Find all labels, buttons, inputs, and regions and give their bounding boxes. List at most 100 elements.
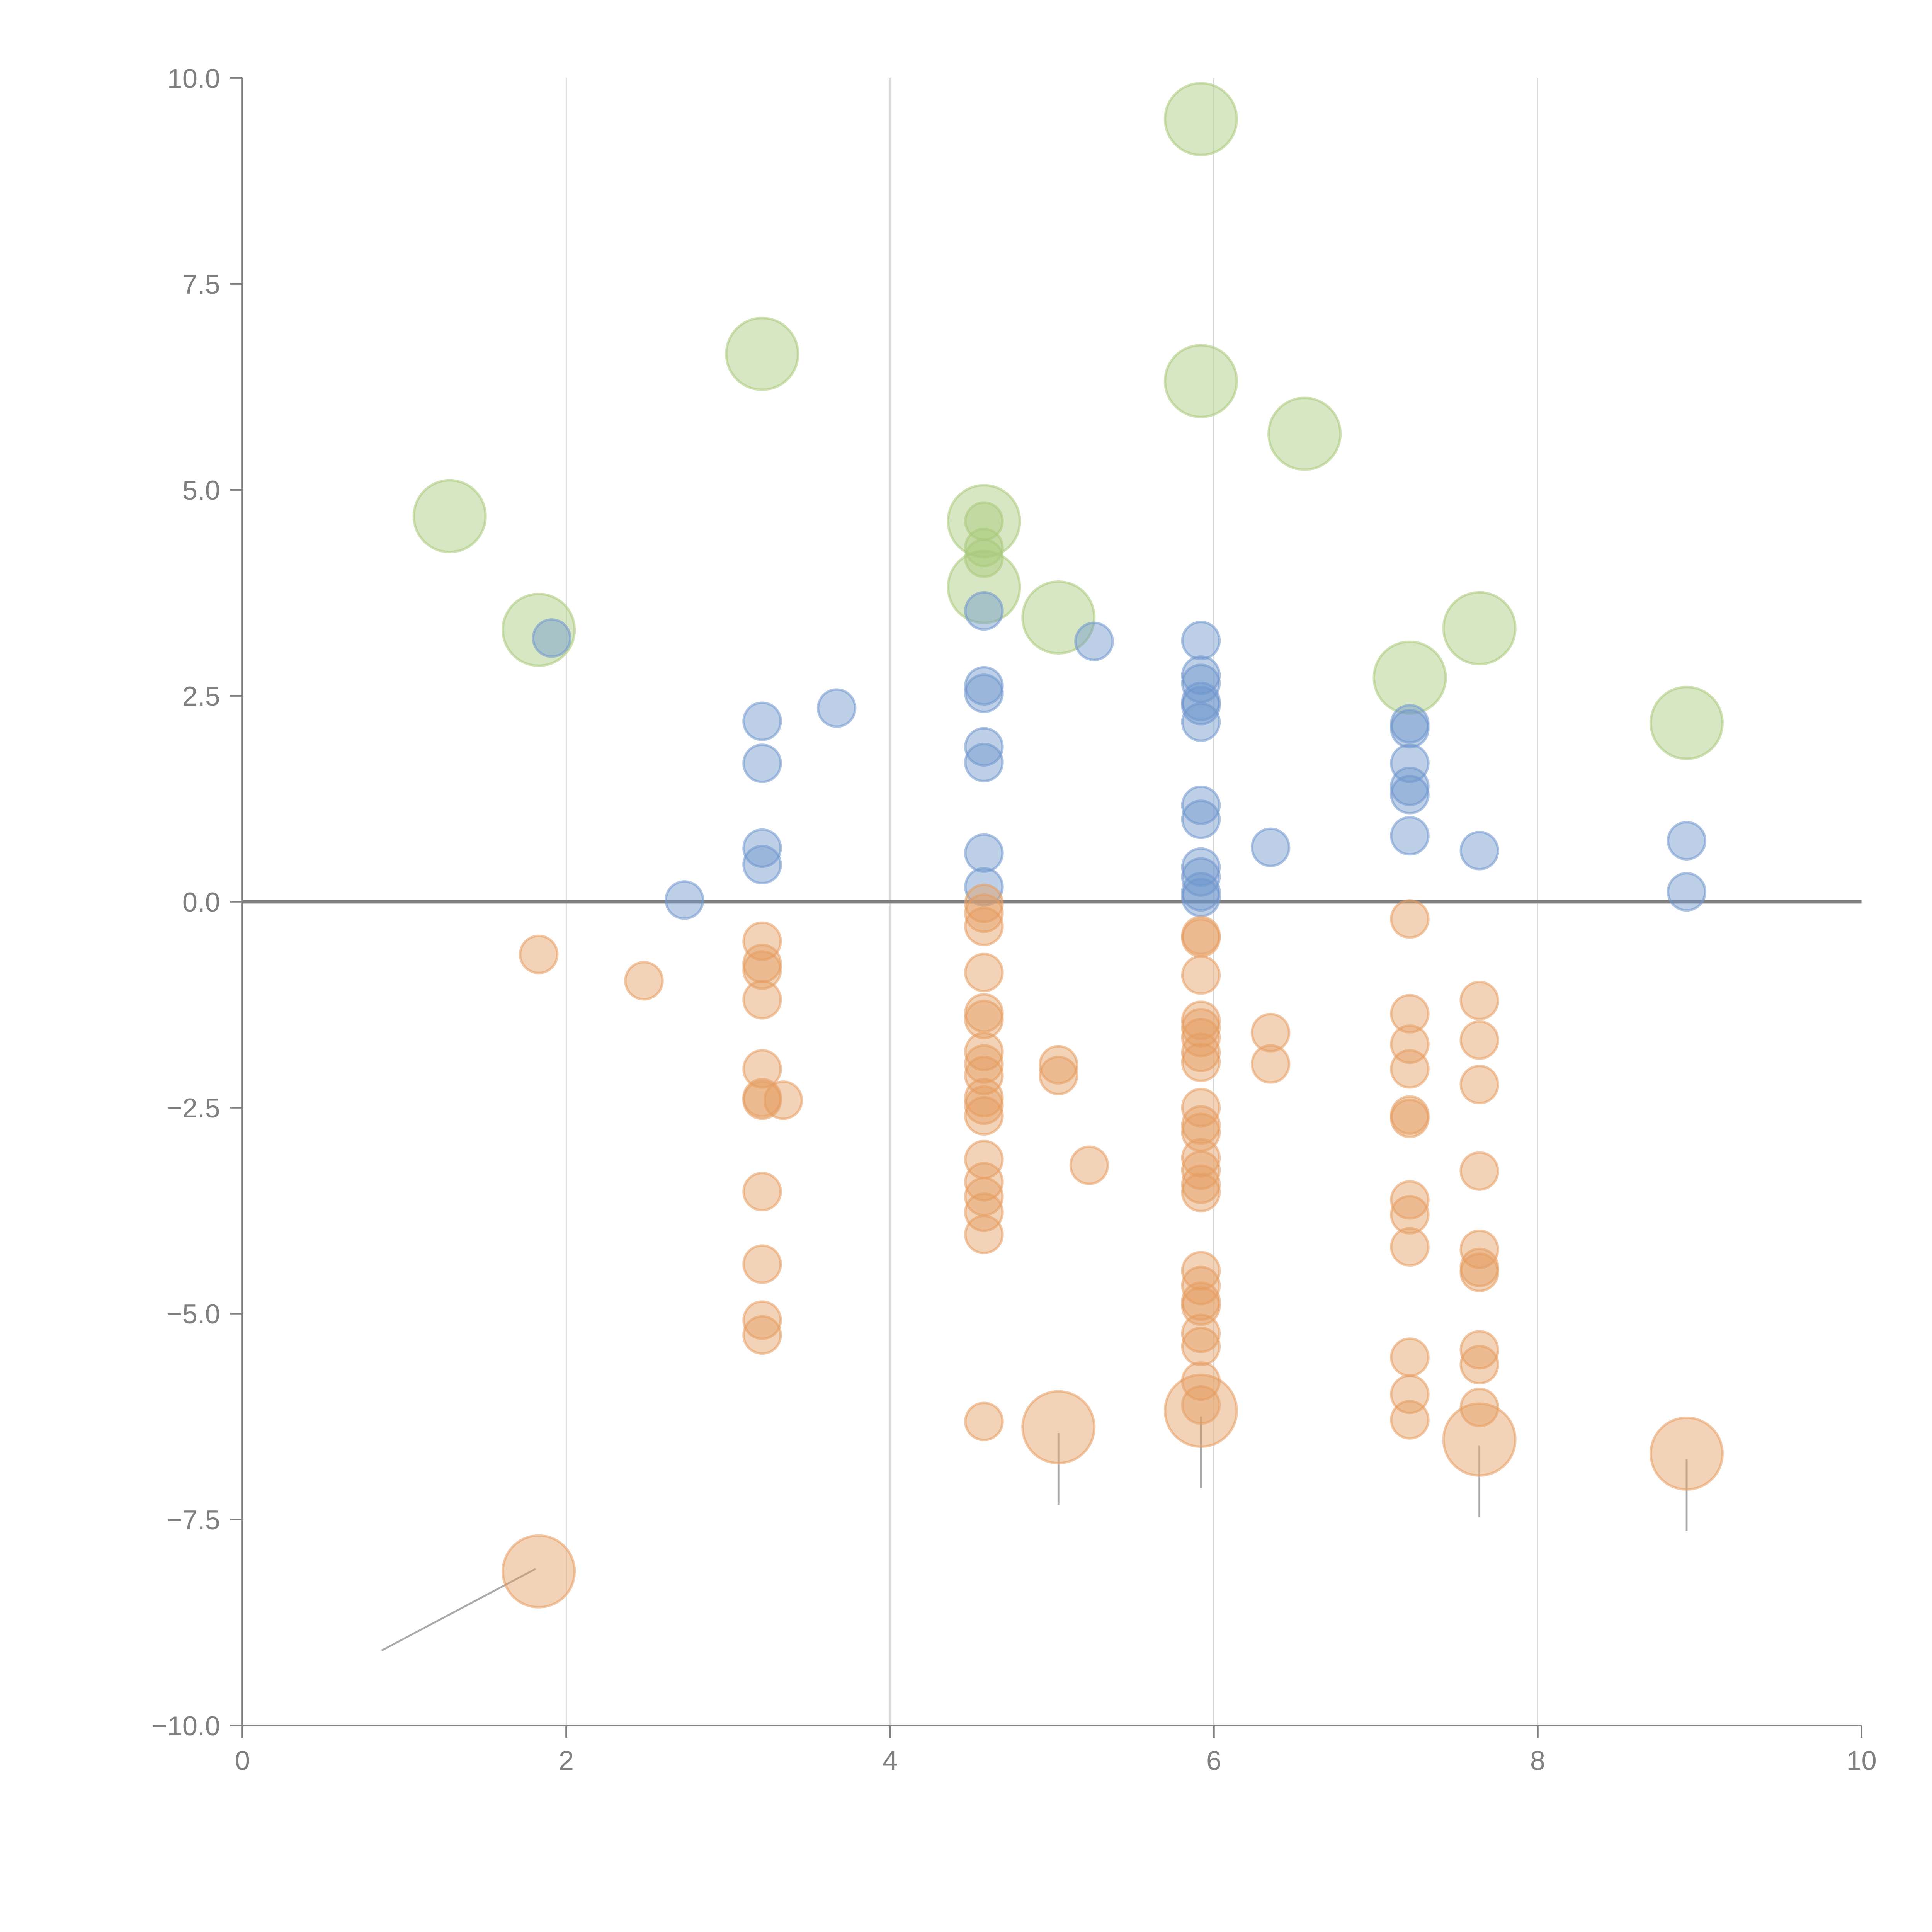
point-orange [1181,1043,1221,1082]
series-orange [519,883,1499,1441]
point-blue [1667,872,1707,912]
point-blue [964,743,1004,782]
y-tick-label: −10.0 [151,1711,220,1741]
point-orange [1039,1045,1078,1085]
point-green-small [964,527,1004,568]
point-blue [1181,799,1221,839]
point-blue [742,828,782,868]
series-green-small [964,501,1004,578]
x-tick-label: 10 [1846,1745,1876,1776]
point-orange [1181,1150,1221,1190]
point-blue [1667,821,1707,861]
point-blue [1181,685,1221,726]
point-orange-large [1163,1374,1238,1448]
point-green-small [964,538,1004,578]
point-orange [1390,1337,1430,1377]
point-orange [964,1401,1004,1441]
point-blue [532,618,571,658]
point-orange [964,893,1004,933]
point-orange [1390,1227,1430,1267]
point-orange [1459,1345,1499,1384]
data-points [412,82,1724,1609]
point-orange [964,952,1004,993]
point-blue [665,880,704,920]
point-orange [964,1056,1004,1095]
point-blue [1074,621,1114,662]
point-blue [742,743,782,783]
point-orange [964,1214,1004,1255]
y-tick-label: 0.0 [182,887,220,917]
y-tick-label: −5.0 [167,1299,220,1329]
point-orange [1181,1164,1221,1204]
point-blue [1390,816,1430,856]
point-green [1267,396,1342,471]
point-orange [742,1315,782,1355]
point-orange [964,883,1004,923]
point-orange [1181,1265,1221,1306]
point-orange [1459,1151,1499,1191]
x-ticks: 0 2 4 6 8 10 [235,1725,1877,1776]
point-orange [742,980,782,1020]
point-blue [964,833,1004,873]
point-orange [1390,1195,1430,1235]
y-tick-label: 10.0 [167,63,220,94]
point-orange [1181,1327,1221,1366]
point-orange [763,1080,803,1120]
point-blue [1181,878,1221,918]
point-orange-large [1442,1402,1517,1477]
point-orange [1390,1099,1430,1138]
point-orange [742,1080,782,1120]
point-orange [964,1096,1004,1136]
point-green [947,484,1021,558]
x-tick-label: 2 [559,1745,574,1776]
y-tick-label: −2.5 [167,1093,220,1123]
point-orange [1459,1065,1499,1105]
point-orange [1181,1032,1221,1072]
point-orange [1039,1056,1078,1095]
point-green [1649,685,1724,760]
point-blue [964,673,1004,713]
point-blue [1181,785,1221,825]
point-blue [742,701,782,741]
point-orange [1390,1049,1430,1089]
point-blue [1181,621,1221,660]
leader-lines [381,1416,1688,1651]
y-tick-label: 7.5 [182,269,220,299]
x-tick-label: 6 [1206,1745,1221,1776]
point-orange [1390,1180,1430,1220]
point-orange [1459,1020,1499,1060]
point-blue [1181,702,1221,742]
point-orange [1181,1313,1221,1353]
point-orange [742,1300,782,1340]
point-green [1163,82,1238,156]
point-orange [1459,1330,1499,1370]
point-orange [519,934,559,975]
point-green [502,592,576,667]
point-orange [1181,955,1221,995]
point-blue [1390,709,1430,749]
point-orange-large [1021,1390,1096,1464]
series-blue [532,591,1707,920]
point-orange [1181,1385,1221,1425]
y-ticks: 10.0 7.5 5.0 2.5 0.0 −2.5 −5.0 −7.5 −10.0 [151,63,243,1741]
point-blue [1390,743,1430,783]
point-orange [1459,1252,1499,1293]
x-tick-label: 8 [1530,1745,1545,1776]
point-orange [1390,1400,1430,1440]
point-green [412,479,487,553]
point-orange [1181,1251,1221,1291]
y-tick-label: 5.0 [182,475,220,505]
point-orange [964,1162,1004,1202]
point-orange [1069,1145,1109,1185]
x-tick-label: 0 [235,1745,250,1776]
point-blue [1250,827,1291,867]
point-orange [742,1244,782,1284]
point-orange-large [1649,1416,1724,1491]
point-green [725,316,799,391]
point-orange [1181,1286,1221,1326]
series-green [412,82,1724,760]
point-blue [1390,775,1430,815]
point-orange [742,1049,782,1089]
point-orange [742,921,782,961]
point-blue [1390,766,1430,806]
